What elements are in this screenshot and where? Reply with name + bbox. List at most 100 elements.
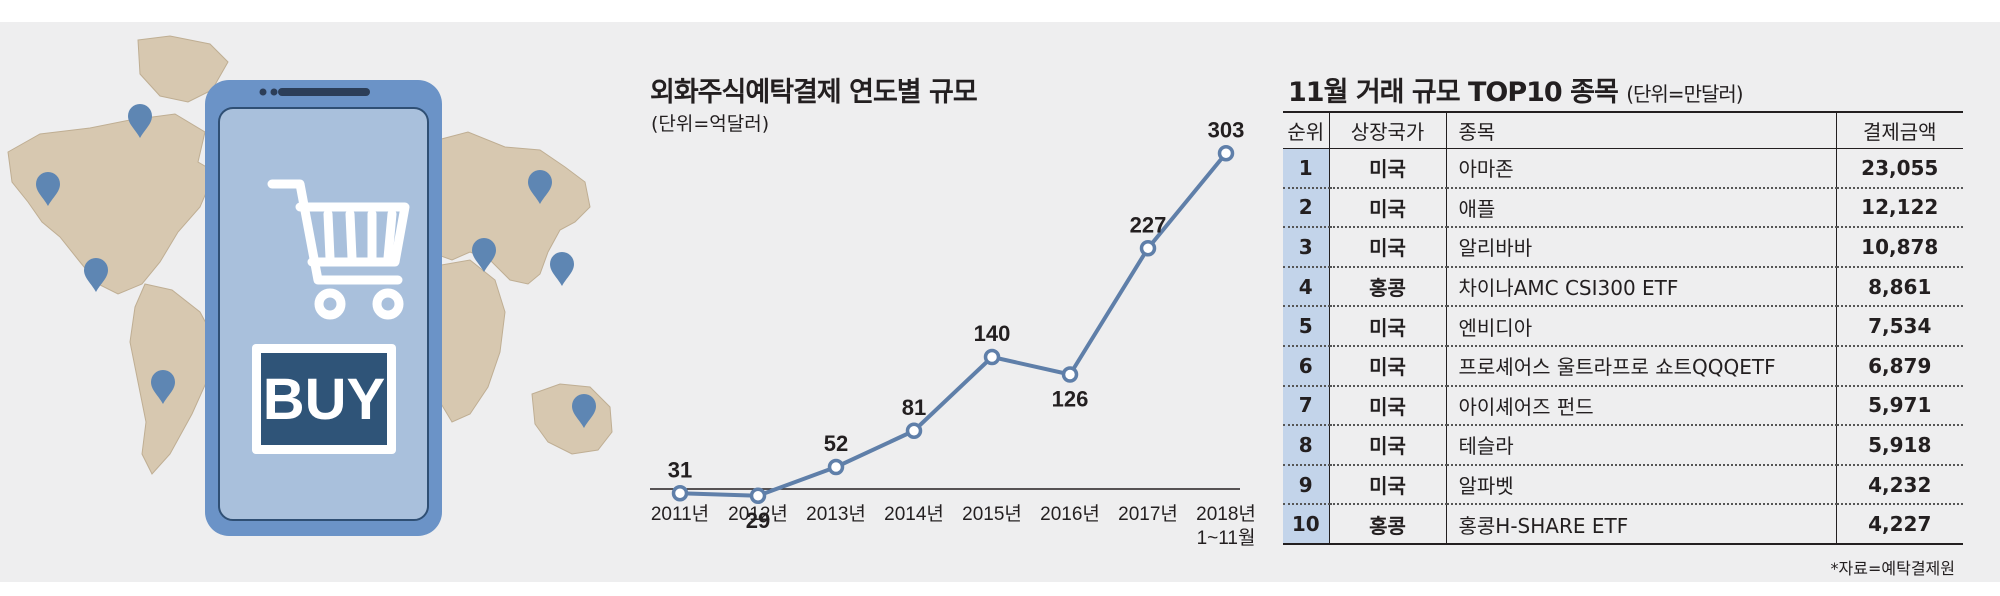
rank-cell: 5 <box>1283 306 1329 347</box>
stock-name-cell: 엔비디아 <box>1445 306 1836 347</box>
table-row: 9 미국 알파벳 4,232 <box>1283 464 1963 506</box>
data-point <box>1139 240 1157 257</box>
rank-cell: 1 <box>1283 148 1329 189</box>
column-header-amount: 결제금액 <box>1835 111 1963 149</box>
data-label: 29 <box>746 508 770 533</box>
country-cell: 홍콩 <box>1328 266 1446 308</box>
rank-cell: 8 <box>1283 425 1329 466</box>
x-tick-label: 2017년 <box>1118 503 1178 525</box>
map-pin-icon <box>472 238 496 272</box>
data-point <box>827 458 845 476</box>
top10-table: 순위 상장국가 종목 결제금액 1 미국 아마존 23,055 2 미국 애플 12,122… <box>1283 111 1963 545</box>
column-header-rank: 순위 <box>1283 111 1329 149</box>
table-row: 7 미국 아이셰어즈 펀드 5,971 <box>1283 385 1963 427</box>
amount-cell: 5,971 <box>1835 385 1963 427</box>
stock-name-cell: 테슬라 <box>1445 425 1836 466</box>
data-label: 140 <box>974 321 1011 346</box>
x-tick-label: 2015년 <box>962 503 1022 525</box>
stock-name-cell: 차이나AMC CSI300 ETF <box>1445 266 1836 308</box>
table-row: 4 홍콩 차이나AMC CSI300 ETF 8,861 <box>1283 266 1963 308</box>
line-chart: 31 29 52 81 140 126 227 303 2011년 2012년 2013년 2014년… <box>650 117 1256 549</box>
stock-name-cell: 알리바바 <box>1445 227 1836 268</box>
x-tick-label: 2014년 <box>884 503 944 525</box>
chart-unit-label: (단위=억달러) <box>651 113 770 135</box>
map-pin-icon <box>572 394 596 428</box>
x-tick-label: 2011년 <box>651 503 709 525</box>
x-tick-label: 2013년 <box>806 503 866 525</box>
data-label: 52 <box>824 431 848 456</box>
map-pin-icon <box>528 170 552 204</box>
table-row: 3 미국 알리바바 10,878 <box>1283 227 1963 268</box>
table-row: 10 홍콩 홍콩H-SHARE ETF 4,227 <box>1283 504 1963 545</box>
source-note: *자료=예탁결제원 <box>1830 559 1955 578</box>
amount-cell: 4,232 <box>1835 464 1963 506</box>
amount-cell: 7,534 <box>1835 306 1963 347</box>
country-cell: 미국 <box>1328 227 1446 268</box>
country-cell: 미국 <box>1328 306 1446 347</box>
data-point <box>1217 145 1235 162</box>
data-point <box>905 422 923 439</box>
column-header-stock: 종목 <box>1445 111 1836 149</box>
map-pin-icon <box>128 104 152 138</box>
rank-cell: 6 <box>1283 345 1329 387</box>
map-pin-icon <box>36 172 60 206</box>
stock-name-cell: 홍콩H-SHARE ETF <box>1445 504 1836 545</box>
stock-name-cell: 아마존 <box>1445 148 1836 189</box>
data-point <box>671 485 689 502</box>
series-line <box>679 151 1228 498</box>
chart-title: 외화주식예탁결제 연도별 규모 <box>650 77 978 108</box>
amount-cell: 5,918 <box>1835 425 1963 466</box>
stock-name-cell: 애플 <box>1445 187 1836 229</box>
rank-cell: 3 <box>1283 227 1329 268</box>
amount-cell: 12,122 <box>1835 187 1963 229</box>
data-label: 81 <box>902 395 926 420</box>
data-point <box>749 487 767 504</box>
data-point <box>983 348 1001 366</box>
stock-name-cell: 알파벳 <box>1445 464 1836 506</box>
illustration: BUY <box>7 35 613 536</box>
column-header-country: 상장국가 <box>1328 111 1446 149</box>
rank-cell: 9 <box>1283 464 1329 506</box>
amount-cell: 8,861 <box>1835 266 1963 308</box>
country-cell: 홍콩 <box>1328 504 1446 545</box>
table-title-text: 11월 거래 규모 TOP10 종목 <box>1288 77 1619 108</box>
amount-cell: 23,055 <box>1835 148 1963 189</box>
x-tick-label: 2018년 <box>1196 503 1256 525</box>
map-pin-icon <box>151 370 175 404</box>
rank-cell: 7 <box>1283 385 1329 427</box>
map-pin-icon <box>550 252 574 286</box>
shopping-cart-icon <box>267 179 410 320</box>
stock-name-cell: 프로셰어스 울트라프로 쇼트QQQETF <box>1445 345 1836 387</box>
map-pin-icon <box>84 258 108 292</box>
amount-cell: 4,227 <box>1835 504 1963 545</box>
country-cell: 미국 <box>1328 187 1446 229</box>
stock-name-cell: 아이셰어즈 펀드 <box>1445 385 1836 427</box>
infographic-panel: BUY 외화주식예탁결제 연도별 규모 (단위=억달러) 31 29 52 81 140… <box>0 22 2000 582</box>
data-point <box>1061 366 1079 383</box>
data-label: 31 <box>668 457 692 482</box>
table-unit-label: (단위=만달러) <box>1626 82 1743 106</box>
data-label: 227 <box>1130 212 1167 237</box>
amount-cell: 6,879 <box>1835 345 1963 387</box>
x-tick-label: 2016년 <box>1040 503 1100 525</box>
rank-cell: 4 <box>1283 266 1329 308</box>
x-tick-label: 1~11월 <box>1197 527 1256 549</box>
buy-label: BUY <box>263 367 385 432</box>
rank-cell: 2 <box>1283 187 1329 229</box>
country-cell: 미국 <box>1328 385 1446 427</box>
rank-cell: 10 <box>1283 504 1329 545</box>
country-cell: 미국 <box>1328 345 1446 387</box>
speaker-grille <box>278 88 370 96</box>
country-cell: 미국 <box>1328 425 1446 466</box>
table-header-row: 순위 상장국가 종목 결제금액 <box>1283 111 1963 149</box>
country-cell: 미국 <box>1328 464 1446 506</box>
table-row: 2 미국 애플 12,122 <box>1283 187 1963 229</box>
data-label: 126 <box>1052 387 1089 412</box>
amount-cell: 10,878 <box>1835 227 1963 268</box>
country-cell: 미국 <box>1328 148 1446 189</box>
sensor-dot <box>270 88 278 96</box>
table-row: 6 미국 프로셰어스 울트라프로 쇼트QQQETF 6,879 <box>1283 345 1963 387</box>
table-row: 8 미국 테슬라 5,918 <box>1283 425 1963 466</box>
buy-badge: BUY <box>252 344 396 454</box>
table-title: 11월 거래 규모 TOP10 종목 (단위=만달러) <box>1288 70 1744 109</box>
